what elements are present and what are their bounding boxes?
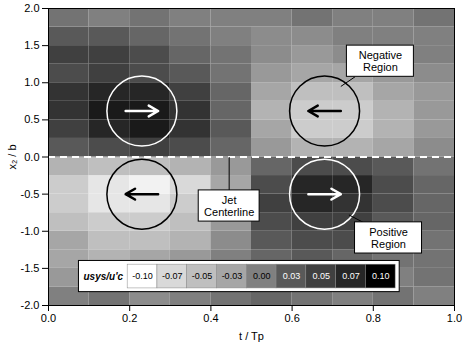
svg-text:-0.10: -0.10	[132, 271, 153, 281]
svg-text:-1.5: -1.5	[21, 262, 40, 274]
svg-text:1.5: 1.5	[24, 39, 39, 51]
svg-text:0.07: 0.07	[342, 271, 360, 281]
svg-text:0.00: 0.00	[253, 271, 271, 281]
svg-text:1.0: 1.0	[24, 76, 39, 88]
svg-text:0.0: 0.0	[41, 312, 56, 324]
svg-text:2.0: 2.0	[24, 2, 39, 14]
svg-text:usys/u'c: usys/u'c	[83, 271, 123, 282]
svg-text:0.05: 0.05	[312, 271, 330, 281]
svg-text:-1.0: -1.0	[21, 225, 40, 237]
svg-text:0.2: 0.2	[122, 312, 137, 324]
svg-text:0.0: 0.0	[24, 151, 39, 163]
svg-text:JetCenterline: JetCenterline	[204, 194, 254, 218]
svg-text:NegativeRegion: NegativeRegion	[359, 49, 402, 73]
svg-text:PositiveRegion: PositiveRegion	[369, 226, 408, 250]
svg-text:0.4: 0.4	[203, 312, 218, 324]
svg-text:t / Tp: t / Tp	[239, 330, 264, 342]
svg-text:-0.03: -0.03	[222, 271, 243, 281]
svg-text:0.03: 0.03	[283, 271, 301, 281]
svg-text:-0.05: -0.05	[192, 271, 213, 281]
svg-text:0.5: 0.5	[24, 113, 39, 125]
svg-text:-2.0: -2.0	[21, 299, 40, 311]
svg-text:0.10: 0.10	[372, 271, 390, 281]
svg-text:0.8: 0.8	[366, 312, 381, 324]
svg-text:x₂ / b: x₂ / b	[6, 144, 18, 169]
svg-text:1.0: 1.0	[447, 312, 462, 324]
svg-text:-0.07: -0.07	[162, 271, 183, 281]
svg-text:0.6: 0.6	[284, 312, 299, 324]
svg-text:-0.5: -0.5	[21, 188, 40, 200]
